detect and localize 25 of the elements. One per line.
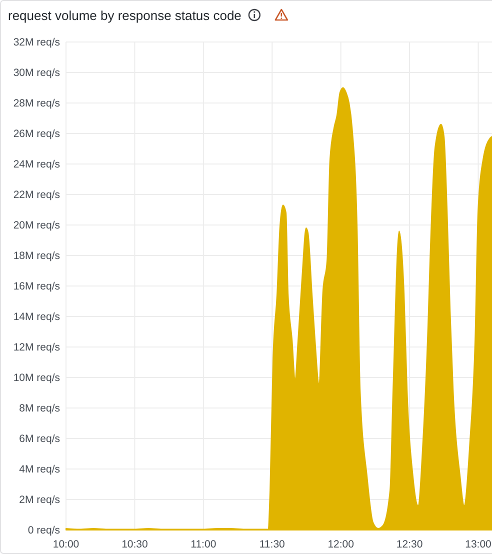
y-tick-label: 26M req/s	[13, 128, 60, 140]
y-tick-label: 16M req/s	[13, 280, 60, 293]
y-tick-label: 32M req/s	[13, 36, 60, 49]
y-tick-label: 30M req/s	[13, 67, 60, 80]
x-tick-label: 12:30	[396, 538, 423, 551]
x-tick-label: 10:30	[122, 538, 148, 551]
y-tick-label: 4M req/s	[19, 464, 60, 476]
y-tick-label: 24M req/s	[13, 158, 60, 171]
y-tick-label: 22M req/s	[13, 189, 60, 202]
y-tick-label: 14M req/s	[13, 311, 60, 324]
x-tick-label: 11:00	[190, 538, 216, 551]
y-tick-label: 12M req/s	[13, 342, 60, 354]
y-tick-label: 0 req/s	[28, 524, 60, 537]
y-tick-label: 18M req/s	[13, 250, 60, 262]
y-tick-label: 8M req/s	[19, 402, 60, 415]
y-tick-label: 6M req/s	[19, 433, 60, 446]
x-tick-label: 10:00	[52, 538, 80, 551]
x-tick-label: 11:30	[259, 538, 286, 551]
chart-title: request volume by response status code	[8, 8, 242, 23]
x-tick-label: 12:00	[328, 538, 354, 551]
y-tick-label: 28M req/s	[13, 98, 60, 110]
y-tick-label: 10M req/s	[13, 372, 60, 384]
x-tick-label: 13:00	[465, 538, 492, 551]
y-tick-label: 20M req/s	[13, 220, 60, 232]
y-tick-label: 2M req/s	[19, 494, 60, 506]
